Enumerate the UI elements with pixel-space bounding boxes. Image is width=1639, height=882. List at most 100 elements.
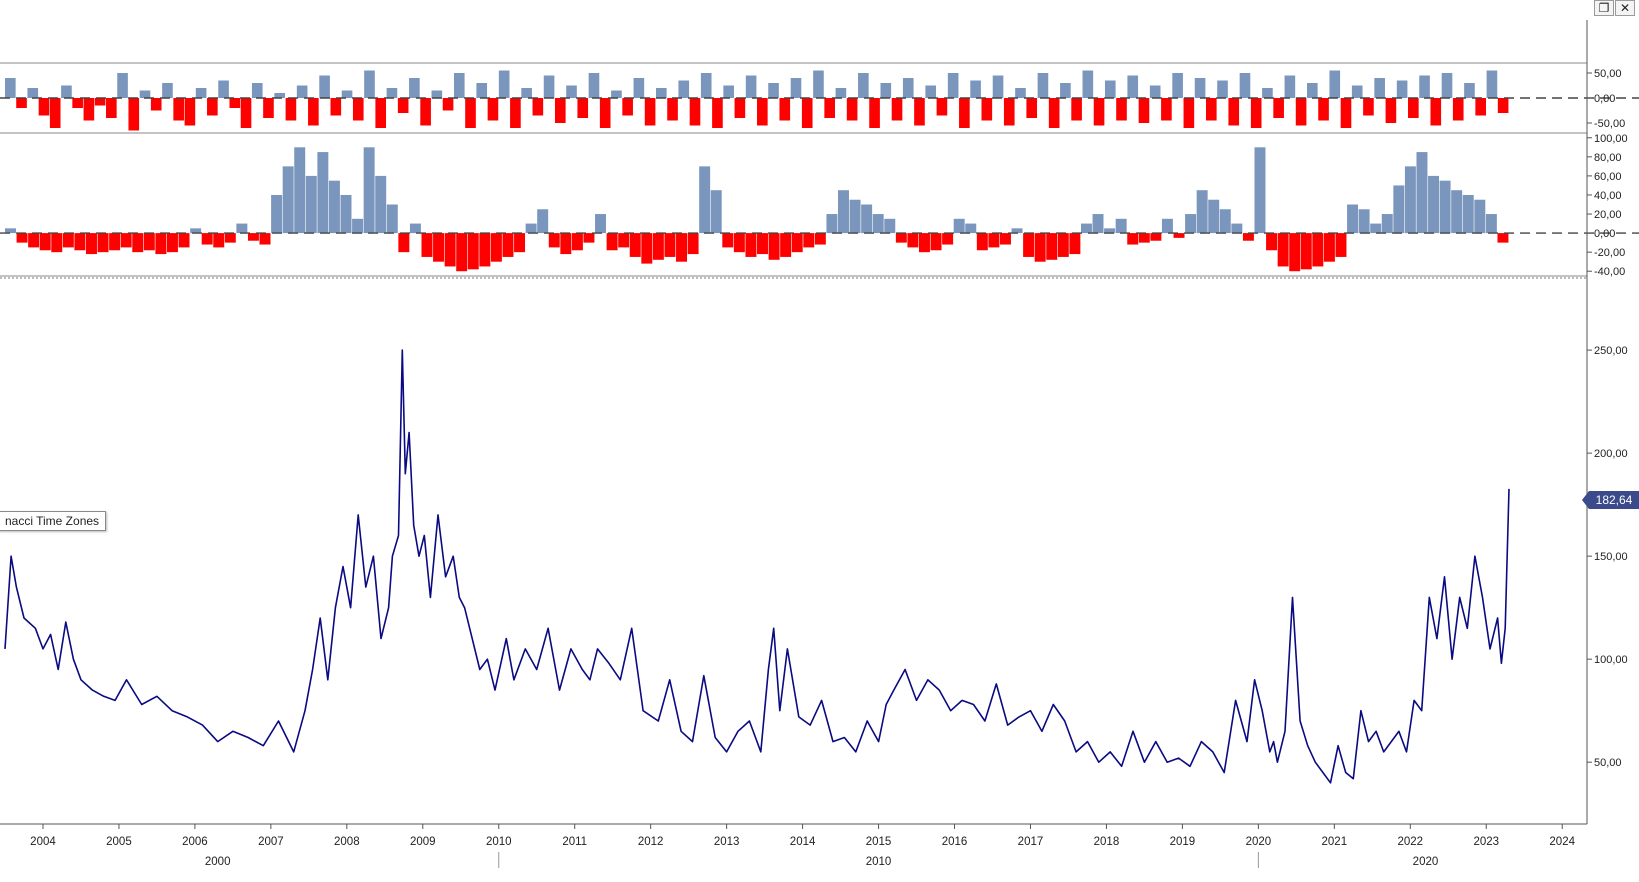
bar: [723, 85, 734, 98]
y-tick-label: 250,00: [1594, 345, 1628, 357]
bar: [656, 88, 667, 98]
bar: [397, 98, 409, 113]
bar: [1161, 218, 1173, 234]
restore-window-button[interactable]: ❐: [1594, 0, 1614, 16]
bar: [364, 70, 375, 98]
bar: [352, 218, 364, 234]
bar: [305, 175, 317, 234]
bar: [224, 233, 236, 243]
bar: [132, 233, 144, 253]
bar: [959, 98, 970, 128]
bar: [1351, 85, 1363, 98]
bar: [1419, 75, 1430, 98]
bar: [1127, 233, 1139, 245]
bar: [768, 233, 780, 260]
bar: [375, 175, 387, 234]
oscillator-panel-2: 100,00 80,00 60,00 40,00 20,00 0,00 -20,00 -40,…: [0, 132, 1639, 278]
bar: [1173, 233, 1185, 238]
bar: [1347, 204, 1359, 234]
bar: [884, 218, 896, 234]
bar: [409, 78, 420, 98]
price-panel: 250,00 200,00 150,00 100,00 50,00: [0, 277, 1628, 784]
y-tick-label: -40,00: [1594, 266, 1625, 278]
y-tick-label: 50,00: [1594, 68, 1622, 80]
axes: 2004 2005 2006 2007 2008 2009 2010 2011 2012 2013…: [0, 20, 1588, 868]
bar: [571, 233, 583, 251]
bar: [835, 88, 847, 98]
bar: [633, 78, 645, 98]
bar: [328, 180, 340, 234]
bar: [207, 98, 218, 116]
x-tick-label: 2004: [30, 836, 56, 848]
fibonacci-time-zones-label[interactable]: nacci Time Zones: [0, 511, 107, 531]
y-tick-label: 0,00: [1594, 228, 1615, 240]
bar: [1277, 233, 1289, 267]
x-tick-label: 2020: [1246, 836, 1272, 848]
bar: [128, 98, 140, 131]
bar: [930, 233, 942, 251]
bar: [869, 98, 880, 128]
bar: [317, 152, 329, 234]
bar: [229, 98, 241, 108]
bar: [1011, 228, 1023, 234]
bar: [308, 98, 319, 126]
bar: [907, 233, 919, 248]
decade-label: 2000: [205, 856, 231, 868]
bar: [195, 88, 207, 98]
bar: [1452, 98, 1464, 121]
close-window-button[interactable]: ✕: [1615, 0, 1635, 16]
bar: [814, 233, 826, 245]
bar: [1228, 98, 1240, 126]
bar: [970, 80, 981, 98]
bar: [162, 83, 173, 98]
bar: [595, 214, 607, 234]
bar: [74, 233, 86, 251]
bar: [1104, 228, 1116, 234]
bar: [433, 233, 445, 262]
bar: [363, 147, 375, 234]
bar: [880, 83, 892, 98]
bar: [479, 233, 491, 267]
last-value-badge: 182,64: [1582, 491, 1639, 509]
bar: [641, 233, 653, 264]
bar: [271, 194, 283, 234]
bar: [1312, 233, 1324, 267]
bar: [1441, 73, 1453, 98]
bar: [1475, 98, 1486, 116]
x-tick-label: 2008: [334, 836, 360, 848]
y-tick-label: 100,00: [1594, 654, 1628, 666]
bar: [476, 83, 488, 98]
bar: [49, 98, 61, 128]
bar: [1262, 88, 1273, 98]
bar: [341, 90, 353, 98]
bar: [988, 233, 1000, 248]
bar: [560, 233, 572, 255]
bar: [999, 233, 1011, 245]
bar: [678, 80, 690, 98]
bar: [97, 233, 109, 253]
x-tick-label: 2011: [562, 836, 587, 848]
x-tick-label: 2006: [182, 836, 208, 848]
bar: [247, 233, 259, 241]
bar: [858, 73, 869, 98]
bar: [1092, 214, 1104, 234]
bar: [421, 233, 433, 257]
bar: [606, 233, 618, 251]
x-tick-label: 2007: [258, 836, 284, 848]
bar: [918, 233, 930, 253]
bar: [780, 233, 792, 257]
bar: [1273, 98, 1284, 118]
bar: [757, 233, 768, 255]
bar: [1060, 83, 1071, 98]
bar: [1003, 98, 1015, 126]
bar: [1138, 98, 1150, 123]
bar: [1497, 98, 1509, 113]
x-tick-label: 2019: [1170, 836, 1196, 848]
bar: [1104, 80, 1116, 98]
bar: [109, 233, 121, 251]
bar: [1208, 199, 1220, 234]
bar: [85, 233, 97, 255]
bar: [722, 233, 734, 248]
bar: [599, 98, 611, 128]
bar: [779, 98, 791, 121]
